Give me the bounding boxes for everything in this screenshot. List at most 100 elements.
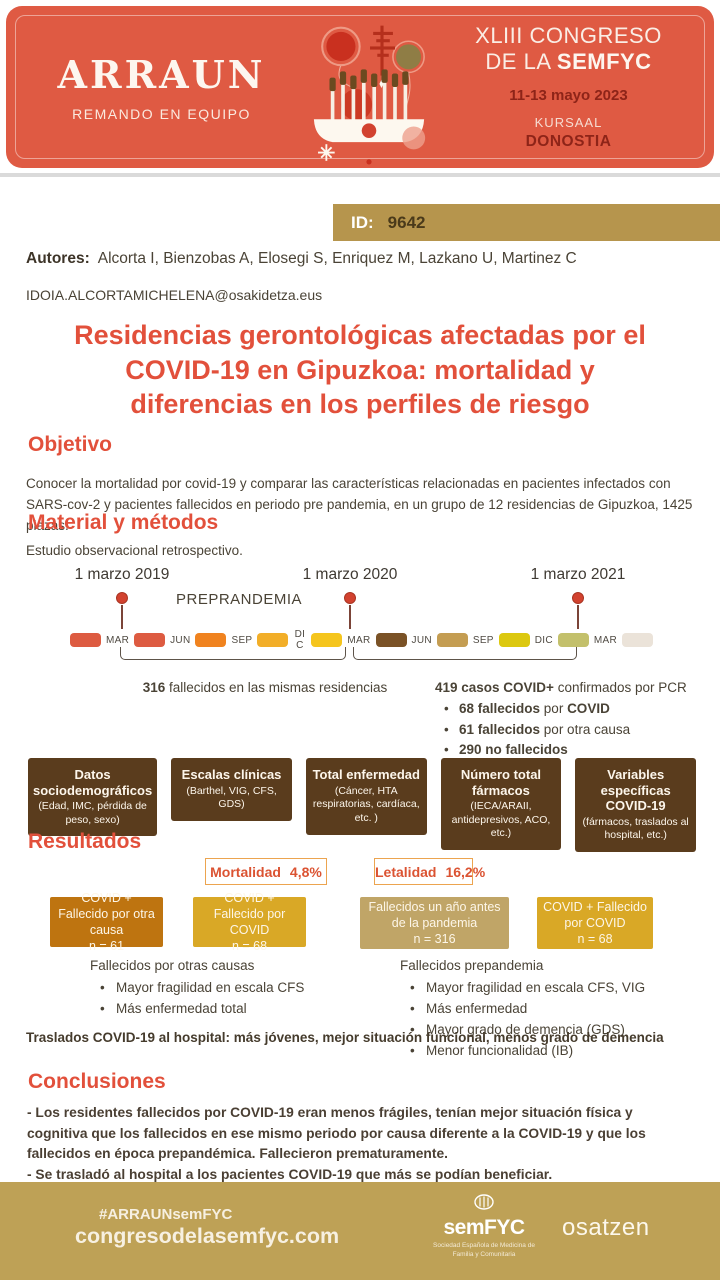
authors-line: Autores: Alcorta I, Bienzobas A, Elosegi … (26, 250, 577, 268)
result-box-label: COVID + Fallecido por otra causa (58, 890, 155, 938)
stat-value: 16,2% (445, 864, 486, 880)
timeline-segment (622, 633, 654, 647)
variable-box-subtitle: (Cáncer, HTA respiratorias, cardíaca, et… (312, 784, 420, 824)
variable-box-farmacos: Número total fármacos (IECA/ARAII, antid… (440, 758, 562, 851)
result-box-label: COVID + Fallecido por COVID (543, 899, 647, 930)
variables-row: Datos sociodemográficos (Edad, IMC, pérd… (28, 758, 697, 853)
variable-box-title: Total enfermedad (312, 767, 420, 782)
congress-line2-semfyc: SEMFYC (556, 48, 652, 74)
timeline-month-label: SEP (472, 634, 494, 646)
traslados-highlight: Traslados COVID-19 al hospital: más jóve… (26, 1030, 664, 1045)
variable-box-sociodemograficos: Datos sociodemográficos (Edad, IMC, pérd… (28, 758, 158, 837)
timeline-bracket-pandemia (353, 647, 577, 660)
id-label: ID: (351, 213, 374, 232)
timeline-month-label: JUN (411, 634, 432, 646)
timeline-segment (134, 633, 166, 647)
result-box-n: n = 68 (231, 939, 268, 954)
congress-dates: 11-13 mayo 2023 (509, 86, 628, 104)
variable-box-subtitle: (Barthel, VIG, CFS, GDS) (186, 784, 277, 811)
timeline-note-covid: 419 casos COVID+ confirmados por PCR 68 … (435, 678, 707, 760)
congress-city: DONOSTIA (525, 132, 612, 150)
semfyc-tagline: Sociedad Española de Medicina de Familia… (433, 1242, 535, 1258)
finding-bullet: Mayor fragilidad en escala CFS (90, 978, 390, 999)
footer-url: congresodelasemfyc.com (75, 1224, 340, 1248)
variable-box-escalas: Escalas clínicas (Barthel, VIG, CFS, GDS… (171, 758, 292, 821)
contact-email: IDOIA.ALCORTAMICHELENA@osakidetza.eus (26, 287, 323, 303)
poster-title-line3: diferencias en los perfiles de riesgo (130, 389, 590, 420)
stat-letalidad: Letalidad 16,2% (374, 858, 485, 885)
header-banner: ARRAUN REMANDO EN EQUIPO (6, 6, 714, 168)
finding-bullet: Mayor grado de demencia (GDS) (400, 1020, 710, 1041)
variable-box-title: Escalas clínicas (181, 767, 282, 782)
timeline-segment (257, 633, 289, 647)
result-box-label: COVID + Fallecido por COVID (213, 890, 286, 938)
footer-band: #ARRAUNsemFYC congresodelasemfyc.com sem… (0, 1182, 720, 1280)
result-box-n: n = 316 (413, 932, 456, 947)
boat-illustration-icon (289, 9, 449, 165)
timeline-month-label: DIC (294, 629, 306, 651)
timeline-segment (557, 633, 589, 647)
variable-box-subtitle: (Edad, IMC, pérdida de peso, sexo) (38, 800, 147, 826)
section-heading-objetivo: Objetivo (28, 433, 113, 456)
timeline-segment (70, 633, 101, 647)
timeline-date-2021: 1 marzo 2021 (530, 566, 626, 583)
timeline-note-covid-heading: 419 casos COVID+ confirmados por PCR (435, 680, 687, 695)
conclusion-line: - Los residentes fallecidos por COVID-19… (27, 1105, 646, 1162)
result-box-fallecido-covid-2: COVID + Fallecido por COVID n = 68 (537, 897, 653, 949)
timeline-connector (121, 605, 123, 629)
stat-label: Letalidad (375, 864, 437, 880)
timeline-note-prepandemia: 316 fallecidos en las mismas residencias (142, 680, 388, 695)
result-box-fallecido-otra-causa: COVID + Fallecido por otra causa n = 61 (50, 891, 163, 953)
authors-names: Alcorta I, Bienzobas A, Elosegi S, Enriq… (97, 250, 577, 267)
timeline-connector (349, 605, 351, 629)
variable-box-subtitle: (fármacos, traslados al hospital, etc.) (582, 815, 689, 842)
timeline-date-2019: 1 marzo 2019 (74, 566, 170, 583)
id-value: 9642 (387, 213, 426, 232)
section-heading-resultados: Resultados (28, 830, 142, 853)
semfyc-logo-text: semFYC (443, 1216, 525, 1239)
congress-line1: XLIII CONGRESO (475, 23, 662, 49)
result-box-label: Fallecidos un año antes de la pandemia (368, 899, 501, 930)
finding-bullet: Más enfermedad (400, 999, 710, 1020)
timeline-milestone-dot (344, 592, 356, 604)
arraun-logo: ARRAUN REMANDO EN EQUIPO (6, 52, 289, 122)
id-badge: ID: 9642 (333, 204, 720, 241)
congress-info: XLIII CONGRESO DE LA SEMFYC 11-13 mayo 2… (449, 23, 714, 151)
study-timeline: 1 marzo 2019 1 marzo 2020 1 marzo 2021 P… (0, 562, 720, 760)
timeline-month-label: JUN (170, 634, 191, 646)
finding-bullet: Menor funcionalidad (IB) (400, 1041, 710, 1062)
semfyc-emblem-icon (474, 1194, 494, 1210)
poster-title-line2: COVID-19 en Gipuzkoa: mortalidad y (125, 354, 595, 385)
timeline-month-label: MAR (106, 634, 130, 646)
stat-mortalidad: Mortalidad 4,8% (205, 858, 327, 885)
authors-label: Autores: (26, 250, 90, 267)
footer-links: #ARRAUNsemFYC congresodelasemfyc.com (75, 1206, 339, 1249)
timeline-month-label: MAR (347, 634, 371, 646)
timeline-phase-label: PREPRANDEMIA (176, 591, 303, 608)
timeline-milestone-dot (572, 592, 584, 604)
covid-bullet: 290 no fallecidos (435, 740, 707, 761)
conclusiones-body: - Los residentes fallecidos por COVID-19… (27, 1103, 687, 1186)
result-box-fallecido-covid: COVID + Fallecido por COVID n = 68 (193, 891, 306, 953)
timeline-segment (375, 633, 407, 647)
finding-title: Fallecidos prepandemia (400, 958, 544, 973)
timeline-month-label: SEP (231, 634, 253, 646)
finding-title: Fallecidos por otras causas (90, 958, 255, 973)
semfyc-logo: semFYC Sociedad Española de Medicina de … (432, 1194, 536, 1260)
section-heading-conclusiones: Conclusiones (28, 1070, 166, 1093)
covid-bullet: 68 fallecidos por COVID (435, 699, 707, 720)
stat-label: Mortalidad (210, 864, 281, 880)
poster-title-line1: Residencias gerontológicas afectadas por… (74, 320, 646, 350)
variable-box-title: Datos sociodemográficos (33, 767, 153, 798)
conclusion-line: - Se trasladó al hospital a los paciente… (27, 1167, 553, 1183)
timeline-connector (577, 605, 579, 629)
covid-bullet: 61 fallecidos por otra causa (435, 720, 707, 741)
objetivo-body: Conocer la mortalidad por covid-19 y com… (26, 476, 693, 533)
timeline-segment (436, 633, 468, 647)
timeline-date-2020: 1 marzo 2020 (302, 566, 398, 583)
result-box-n: n = 61 (88, 939, 125, 954)
timeline-months-row: MAR JUN SEP DIC MAR JUN SEP DIC MAR (70, 629, 654, 651)
timeline-segment (498, 633, 530, 647)
stat-value: 4,8% (289, 864, 322, 880)
